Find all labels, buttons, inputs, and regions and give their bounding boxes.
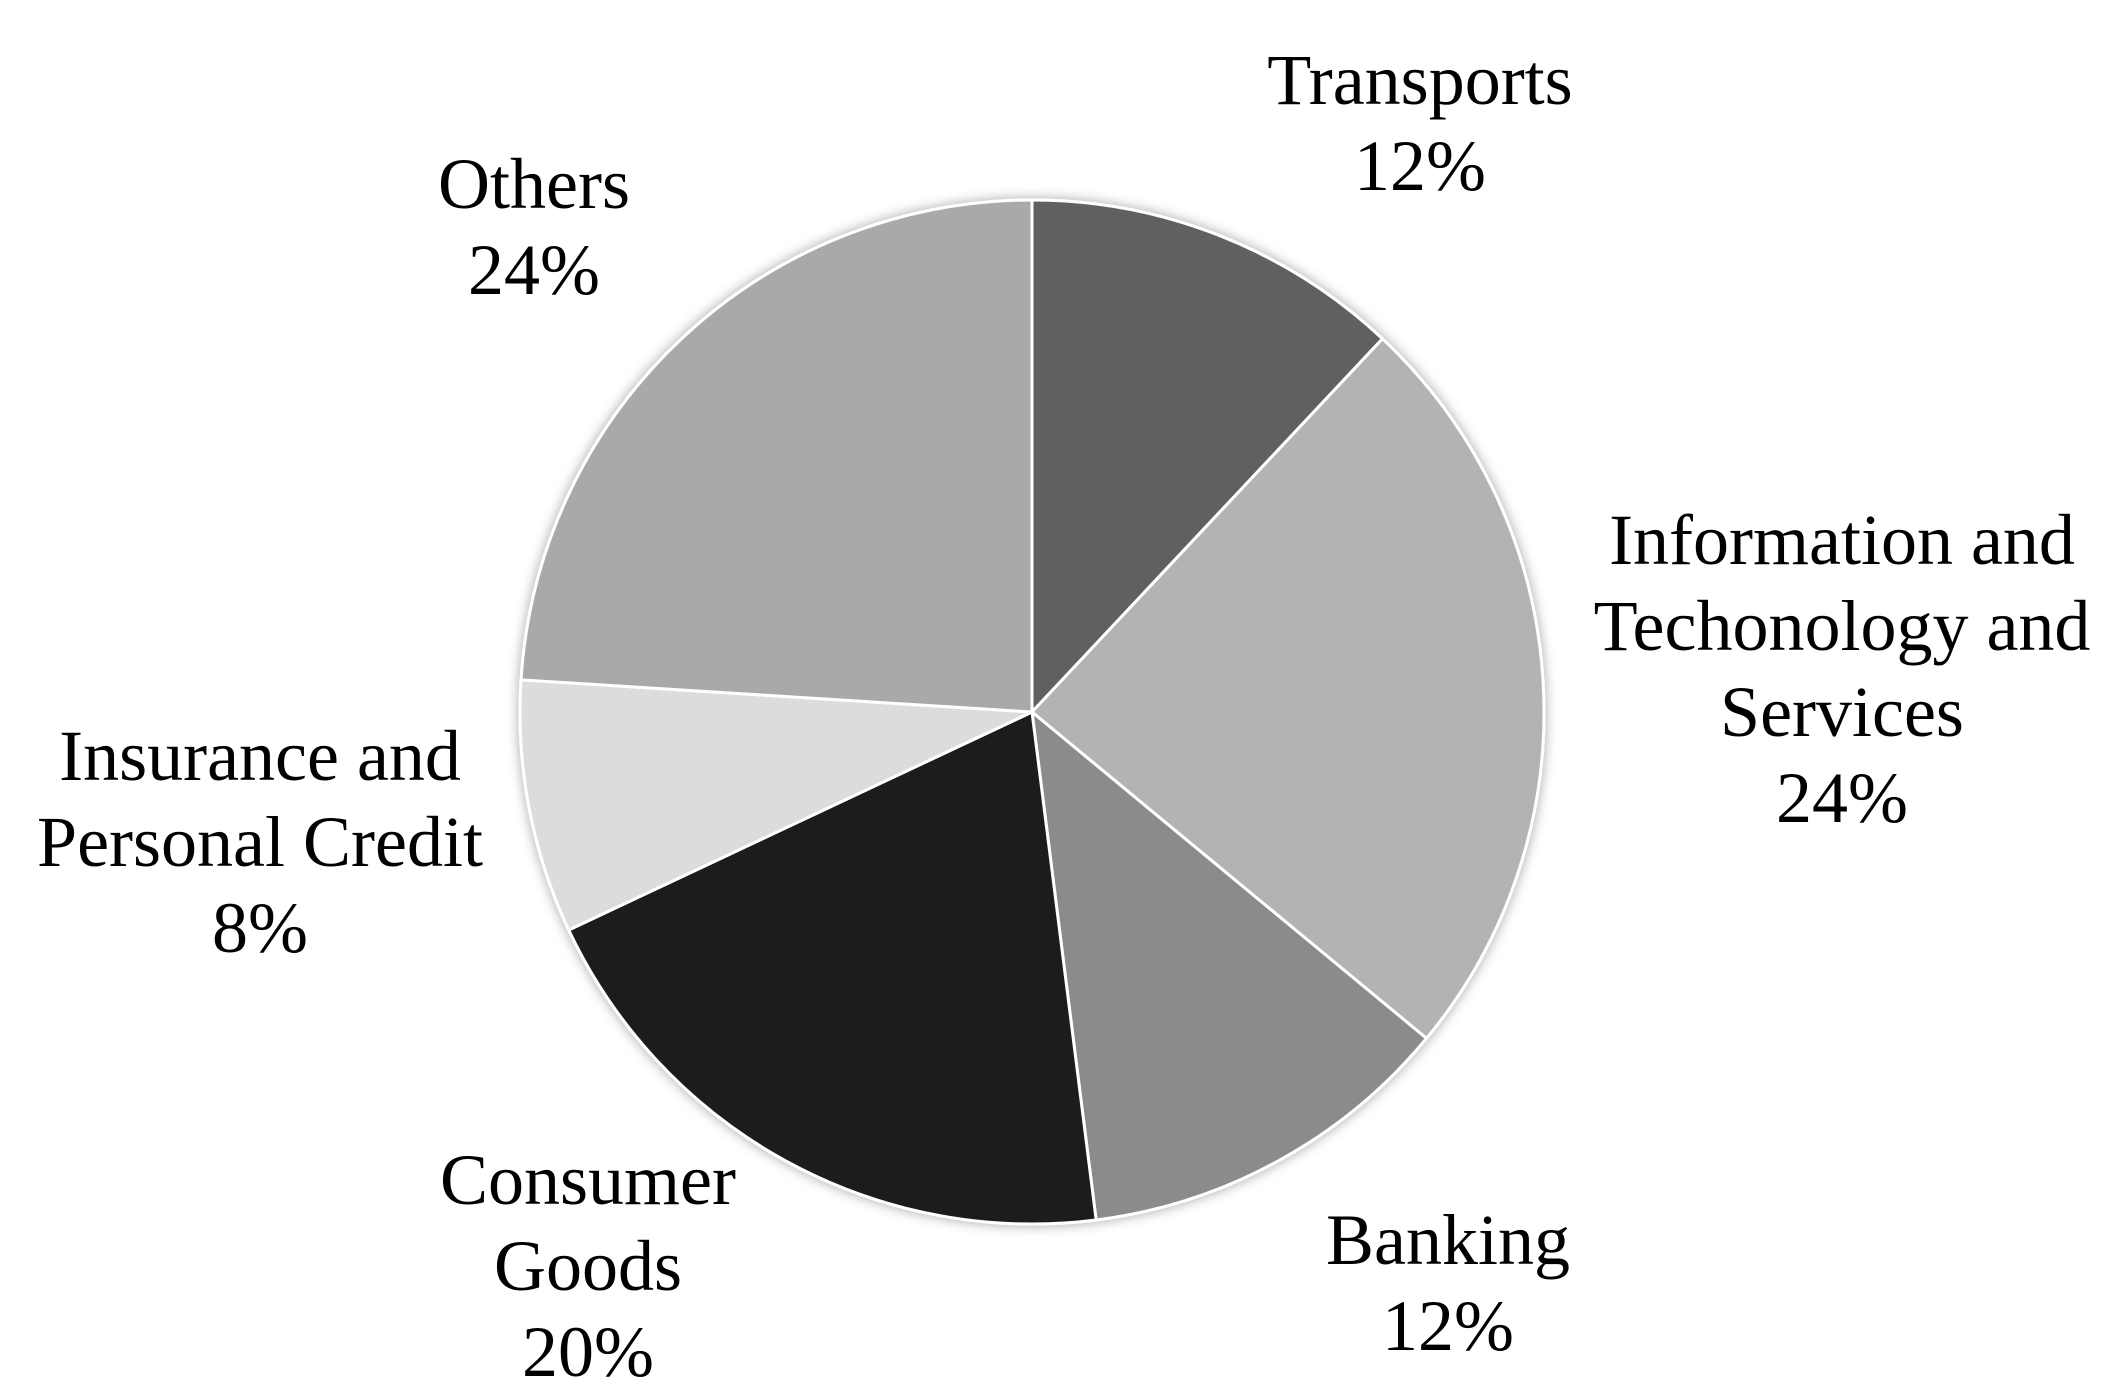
data-label-name-line: Personal Credit <box>37 802 483 882</box>
pie-slice-consumer-goods <box>566 709 1098 1226</box>
data-label-percent: 20% <box>522 1312 654 1392</box>
data-label-percent: 24% <box>1776 758 1908 838</box>
data-label-name-line: Consumer <box>440 1140 736 1220</box>
data-label-name-line: Transports <box>1267 40 1572 120</box>
data-label-insurance-and-personal-credit: Insurance and Personal Credit 8% <box>37 716 483 968</box>
data-label-percent: 8% <box>212 888 308 968</box>
pie-slice-insurance-and-personal-credit <box>518 678 1033 932</box>
data-label-consumer-goods: Consumer Goods 20% <box>440 1140 736 1392</box>
data-label-others: Others 24% <box>438 144 630 310</box>
data-label-information-and-techonology-and-services: Information and Techonology and Services 24… <box>1594 500 2091 838</box>
data-label-percent: 12% <box>1354 126 1486 206</box>
pie-slice-information-and-techonology-and-services <box>1029 336 1546 1041</box>
pie-labels: Transports 12%Information and Techonology … <box>37 40 2090 1392</box>
data-label-name-line: Services <box>1720 672 1964 752</box>
data-label-name-line: Others <box>438 144 630 224</box>
data-label-name-line: Insurance and <box>59 716 461 796</box>
data-label-percent: 24% <box>468 230 600 310</box>
data-label-banking: Banking 12% <box>1326 1200 1570 1366</box>
pie-slice-others <box>519 198 1034 714</box>
data-label-percent: 12% <box>1382 1286 1514 1366</box>
data-label-name-line: Information and <box>1609 500 2075 580</box>
pie-slices <box>518 198 1546 1226</box>
data-label-name-line: Goods <box>494 1226 682 1306</box>
pie-slice-transports <box>1030 198 1385 716</box>
data-label-name-line: Techonology and <box>1594 586 2091 666</box>
data-label-transports: Transports 12% <box>1267 40 1572 206</box>
pie-slice-banking <box>1030 708 1429 1222</box>
data-label-name-line: Banking <box>1326 1200 1570 1280</box>
